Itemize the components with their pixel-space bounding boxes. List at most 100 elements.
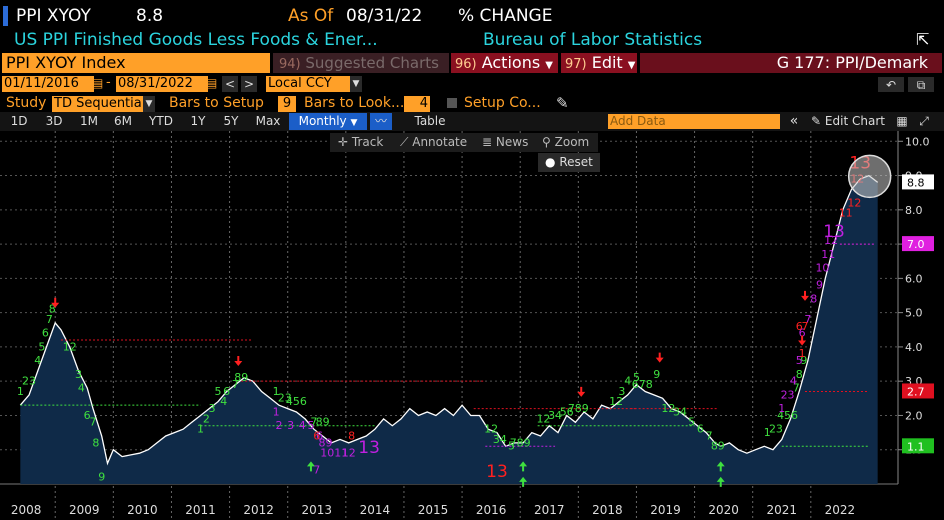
track-label: Track	[351, 135, 384, 149]
currency-select[interactable]: Local CCY	[266, 76, 350, 92]
period-1d[interactable]: 1D	[10, 114, 28, 128]
news-label: News	[495, 135, 529, 149]
td-count-label: 5	[688, 416, 695, 429]
news-icon: ≣	[482, 135, 493, 149]
edit-label: Edit	[591, 53, 623, 72]
td-count-label: 3	[209, 402, 216, 415]
actions-button[interactable]: 96) Actions ▼	[451, 53, 558, 73]
td-count-label: 6	[42, 327, 49, 340]
period-3d[interactable]: 3D	[45, 114, 63, 128]
x-tick-label: 2018	[592, 503, 623, 517]
suggested-charts-button[interactable]: 94) Suggested Charts	[273, 53, 449, 73]
x-tick-label: 2013	[301, 503, 332, 517]
news-button[interactable]: ≣ News	[482, 133, 528, 152]
period-1m[interactable]: 1M	[80, 114, 98, 128]
table-button[interactable]: Table	[414, 114, 446, 128]
td-count-label: 9	[98, 471, 105, 484]
td-count-label: 11	[839, 207, 853, 220]
start-date-input[interactable]: 01/11/2016	[2, 76, 94, 92]
y-tick-label: 8.0	[905, 204, 923, 217]
td-count-label: 4	[299, 419, 306, 432]
annotate-button[interactable]: ⟋ Annotate	[400, 133, 467, 152]
chart-tools-bar: ✛ Track ⟋ Annotate ≣ News ⚲ Zoom	[330, 133, 598, 152]
period-1y[interactable]: 1Y	[190, 114, 206, 128]
td-count-label: 11	[821, 248, 835, 261]
td-count-label: 12	[661, 402, 675, 415]
setup-checkbox[interactable]	[447, 98, 457, 108]
td-count-label: 10	[815, 262, 829, 275]
td-count-label: 12	[342, 447, 356, 460]
value-tag-label: 1.1	[907, 440, 925, 453]
period-ytd[interactable]: YTD	[149, 114, 173, 128]
zoom-button[interactable]: ⚲ Zoom	[542, 133, 589, 152]
x-tick-label: 2012	[243, 503, 274, 517]
expand-icon[interactable]: ⇱	[916, 30, 930, 49]
td-count-label: 7	[89, 416, 96, 429]
ticker-label: PPI XYOY	[16, 6, 91, 26]
value-tag	[902, 383, 934, 399]
chart-type-icon[interactable]: 〰	[370, 113, 392, 130]
study-select[interactable]: TD Sequentia	[52, 96, 144, 112]
undo-icon[interactable]: ↶	[878, 77, 904, 92]
td-count-label: 4	[34, 354, 41, 367]
pencil-icon[interactable]: ✎	[556, 94, 569, 112]
x-tick-label: 2008	[11, 503, 42, 517]
calendar-icon[interactable]: ▤	[92, 76, 104, 90]
security-field[interactable]: PPI XYOY Index	[2, 53, 270, 73]
bars-look-input[interactable]: 4	[404, 96, 430, 112]
security-header: PPI XYOY 8.8 As Of 08/31/22 % CHANGE	[0, 0, 944, 30]
copy-icon[interactable]: ⧉	[908, 77, 934, 92]
td-count-label: 6	[316, 429, 323, 442]
edit-chart-button[interactable]: ✎ Edit Chart	[806, 113, 890, 130]
edit-button[interactable]: 97) Edit ▼	[561, 53, 637, 73]
frequency-label: Monthly	[298, 114, 347, 128]
actions-num: 96)	[455, 57, 477, 72]
settings-icon[interactable]: ▦	[896, 114, 908, 128]
period-max[interactable]: Max	[255, 114, 281, 128]
sell-arrow	[577, 386, 586, 397]
end-date-input[interactable]: 08/31/2022	[116, 76, 208, 92]
chevron-left-icon[interactable]: <	[222, 76, 238, 92]
td-count-label: 5	[307, 419, 314, 432]
price-chart[interactable]: 10.09.08.07.06.05.04.03.02.01.0200820092…	[0, 131, 944, 520]
value-tag-label: 2.7	[907, 385, 925, 398]
td-count-label: 9	[653, 368, 660, 381]
add-data-input[interactable]: Add Data	[608, 114, 780, 129]
date-separator: -	[106, 75, 111, 90]
td-count-label: 5	[633, 371, 640, 384]
page-title: G 177: PPI/Demark	[640, 53, 942, 73]
series-area	[20, 175, 878, 484]
td-count-label: 5	[214, 385, 221, 398]
td-count-label: 8	[49, 303, 56, 316]
suggested-label: Suggested Charts	[305, 54, 439, 72]
maximize-icon[interactable]: ⤢	[919, 114, 929, 128]
study-label: Study	[6, 95, 47, 111]
chevron-right-icon[interactable]: >	[241, 76, 257, 92]
td-count-label: 8	[348, 429, 355, 442]
bars-setup-input[interactable]: 9	[278, 96, 296, 112]
td-count-label: 4	[624, 375, 631, 388]
chevron-down-icon: ▼	[545, 60, 553, 71]
y-tick-label: 10.0	[905, 135, 930, 148]
track-button[interactable]: ✛ Track	[338, 133, 383, 152]
sell-arrow	[655, 352, 664, 363]
td-count-label: 3	[618, 385, 625, 398]
x-tick-label: 2019	[650, 503, 681, 517]
annotate-label: Annotate	[412, 135, 468, 149]
crosshair-icon: ✛	[338, 135, 349, 149]
frequency-select[interactable]: Monthly ▼	[289, 113, 367, 130]
td-count-label: 4	[790, 375, 797, 388]
collapse-icon[interactable]: «	[789, 113, 799, 129]
reset-button[interactable]: ● Reset	[538, 153, 600, 172]
td-count-label: 89	[711, 440, 725, 453]
period-6m[interactable]: 6M	[114, 114, 132, 128]
calendar-icon[interactable]: ▤	[206, 76, 218, 90]
period-5y[interactable]: 5Y	[223, 114, 239, 128]
td-count-label: 13	[486, 462, 508, 482]
td-count-label: 7	[706, 429, 713, 442]
x-tick-label: 2021	[766, 503, 797, 517]
edit-chart-label: Edit Chart	[824, 114, 885, 128]
chevron-down-icon[interactable]: ▼	[350, 76, 362, 92]
chevron-down-icon[interactable]: ▼	[143, 96, 155, 112]
td-count-label: 23	[278, 392, 292, 405]
